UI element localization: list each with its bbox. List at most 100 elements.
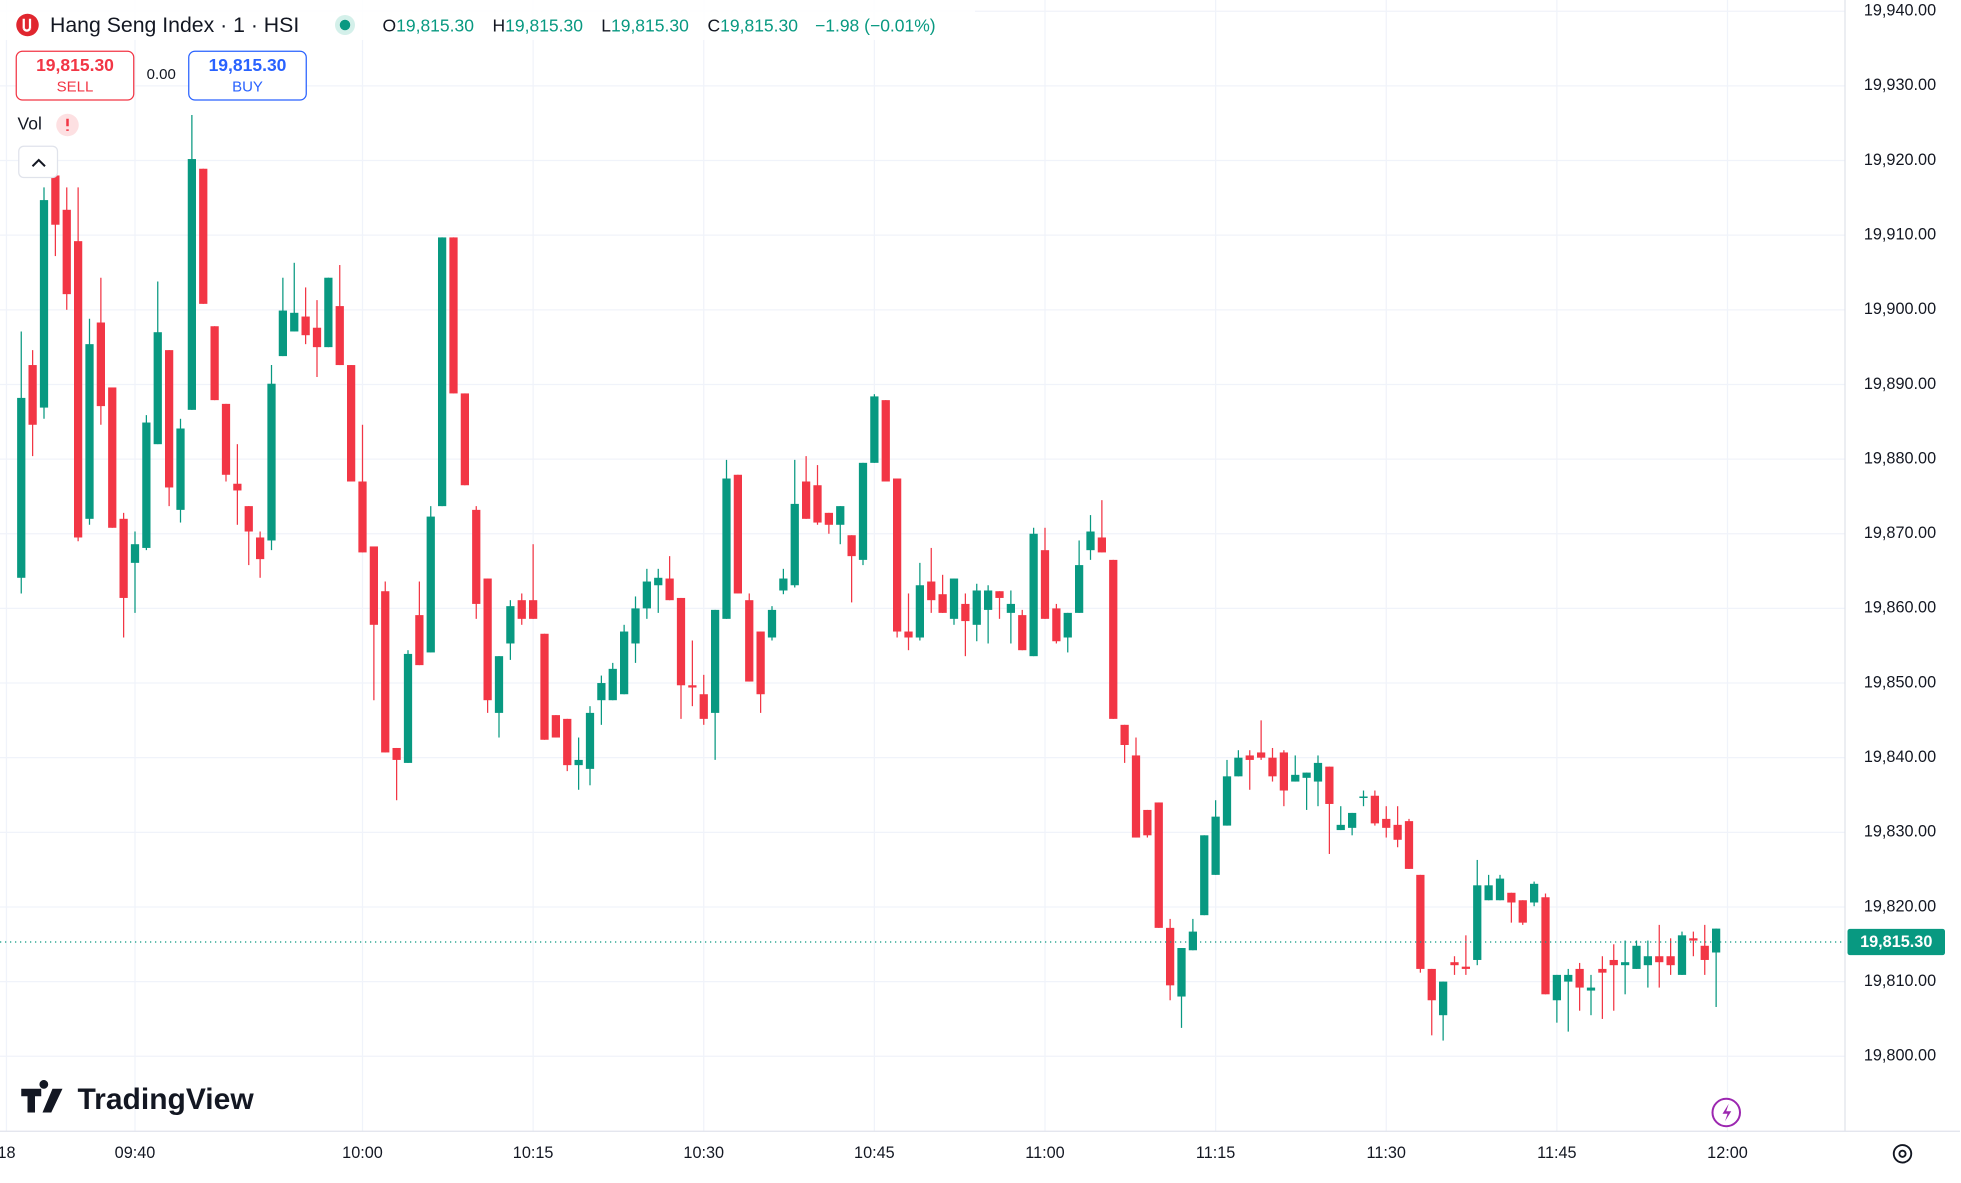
buy-button[interactable]: 19,815.30 BUY: [188, 50, 307, 101]
candle-body: [984, 590, 993, 610]
candle-body: [631, 608, 640, 644]
candle-body: [642, 581, 651, 609]
candle-body: [1279, 752, 1288, 791]
candle-body: [1359, 796, 1368, 798]
y-tick-label: 19,900.00: [1864, 300, 1936, 318]
candle-body: [1075, 565, 1084, 613]
sell-box[interactable]: [15, 50, 135, 101]
candle-body: [540, 633, 549, 740]
candle-body: [665, 578, 674, 601]
x-tick-label: 11:30: [1367, 1144, 1406, 1162]
candle-body: [1666, 956, 1675, 966]
candle-body: [1120, 724, 1129, 745]
x-tick-label: 12:00: [1707, 1144, 1748, 1162]
candle-body: [1370, 795, 1379, 824]
candle-body: [597, 683, 606, 701]
candle-body: [563, 718, 572, 766]
candle-body: [1655, 956, 1664, 963]
candle-body: [756, 631, 765, 695]
candle-body: [51, 175, 60, 225]
candle-body: [335, 306, 344, 366]
sell-button[interactable]: 19,815.30 SELL: [15, 50, 135, 101]
candle-body: [1052, 608, 1061, 642]
indicator-name: Vol: [18, 114, 42, 134]
spread: 0.00: [147, 66, 176, 83]
candle-body: [96, 322, 105, 407]
candle-body: [699, 694, 708, 719]
legend-backdrop: [0, 0, 975, 40]
candle-body: [1484, 885, 1493, 901]
y-tick-label: 19,860.00: [1864, 599, 1936, 617]
candle-body: [221, 403, 231, 475]
candle-body: [1177, 948, 1186, 997]
candle-body: [39, 200, 49, 408]
candle-body: [1313, 762, 1323, 782]
x-tick-label: 11:15: [1196, 1144, 1235, 1162]
candle-body: [74, 241, 83, 538]
sell-label[interactable]: SELL: [57, 78, 94, 95]
candle-body: [1188, 931, 1197, 951]
candle-body: [369, 546, 378, 625]
candle-body: [1222, 776, 1232, 826]
candle-body: [1598, 968, 1607, 973]
candle-body: [824, 512, 833, 525]
candle-body: [1643, 956, 1652, 966]
candle-body: [256, 537, 265, 560]
buy-box[interactable]: [188, 50, 307, 101]
candle-body: [449, 237, 458, 394]
candle-body: [1211, 816, 1220, 875]
y-tick-label: 19,870.00: [1864, 524, 1936, 542]
candle-body: [290, 312, 299, 332]
candle-body: [517, 600, 526, 619]
candle-body: [949, 578, 959, 619]
candle-body: [870, 396, 879, 463]
candle-body: [1427, 968, 1436, 1001]
settings-button[interactable]: [1892, 1144, 1913, 1164]
ohlc-value: 19,815.30: [505, 15, 583, 35]
candle-body: [1677, 935, 1687, 975]
candle-body: [790, 503, 799, 586]
buy-label[interactable]: BUY: [232, 78, 263, 95]
symbol-logo-mark: [22, 18, 32, 32]
candle-body: [472, 509, 481, 604]
candle-body: [1416, 874, 1425, 969]
candle-body: [1245, 755, 1254, 760]
candle-body: [1495, 878, 1505, 901]
candle-body: [165, 350, 174, 488]
candle-body: [1143, 809, 1152, 836]
candle-body: [1348, 812, 1357, 828]
candle-body: [1291, 774, 1300, 782]
ohlc-key: C: [708, 15, 721, 35]
candle-body: [210, 326, 219, 401]
candle-body: [1131, 755, 1141, 838]
candle-body: [1450, 962, 1459, 966]
candle-body: [267, 383, 276, 541]
settings-icon: [1898, 1149, 1907, 1158]
sell-price[interactable]: 19,815.30: [36, 55, 114, 75]
candle-body: [460, 393, 469, 486]
collapse-icon: [31, 158, 46, 167]
candle-body: [1461, 966, 1470, 969]
candle-body: [426, 516, 435, 653]
candle-body: [1006, 603, 1015, 613]
candle-body: [1438, 981, 1448, 1016]
candle-body: [392, 747, 401, 760]
candle-body: [278, 310, 287, 357]
buy-price[interactable]: 19,815.30: [209, 55, 287, 75]
change: −1.98 (−0.01%): [815, 15, 936, 35]
candle-body: [904, 631, 913, 638]
candle-body: [1552, 974, 1561, 1001]
y-tick-label: 19,840.00: [1864, 748, 1936, 766]
lightning-icon: [1722, 1103, 1732, 1122]
candle-body: [483, 578, 492, 701]
y-tick-label: 19,830.00: [1864, 823, 1936, 841]
candle-body: [28, 365, 37, 425]
candle-body: [130, 544, 140, 563]
candle-body: [85, 344, 94, 519]
y-tick-label: 19,880.00: [1864, 449, 1936, 467]
candle-body: [1382, 818, 1391, 828]
candle-body: [858, 462, 868, 560]
